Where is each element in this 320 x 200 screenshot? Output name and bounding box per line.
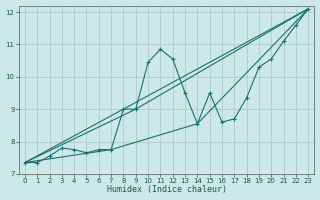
- X-axis label: Humidex (Indice chaleur): Humidex (Indice chaleur): [107, 185, 227, 194]
